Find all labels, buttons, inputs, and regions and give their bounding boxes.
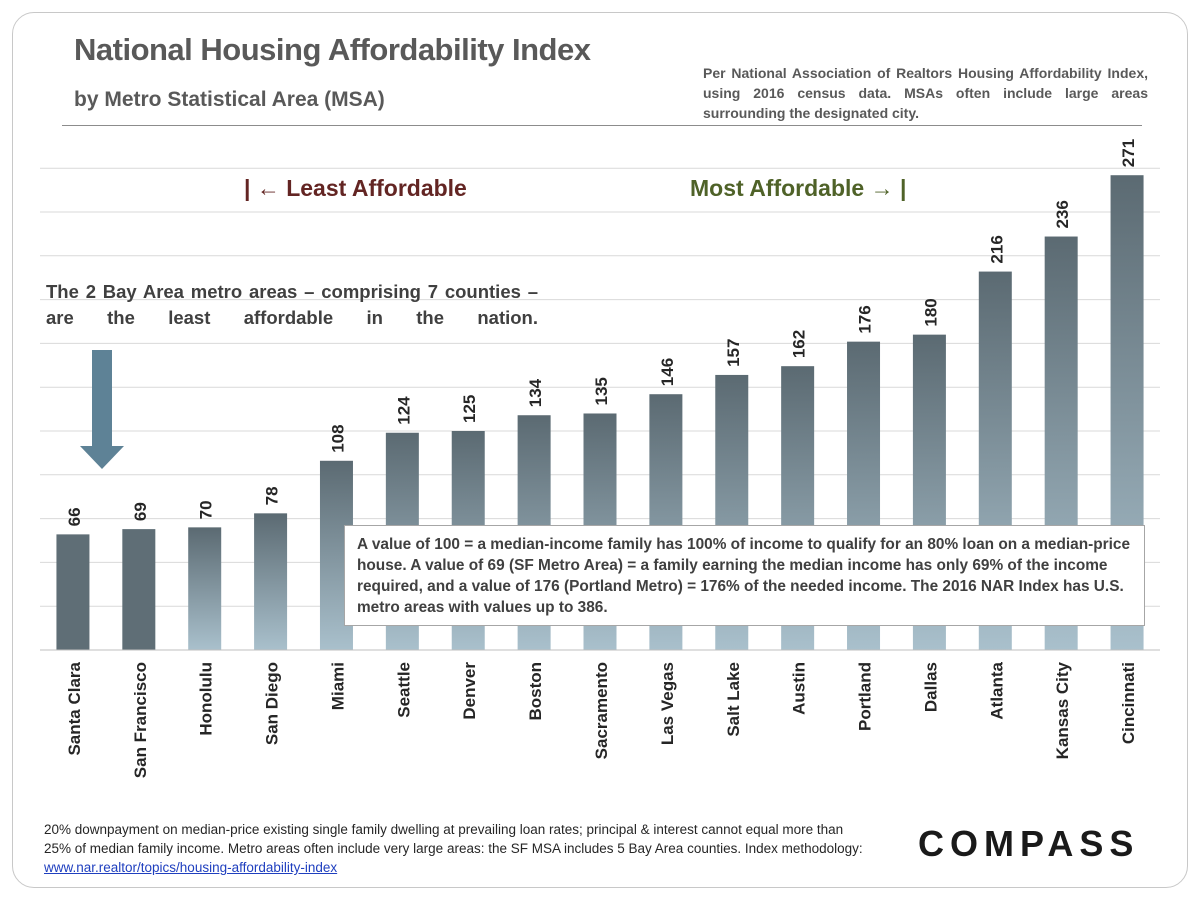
data-label: 162 (790, 330, 809, 358)
data-label: 125 (460, 395, 479, 423)
chart-title: National Housing Affordability Index (74, 32, 591, 67)
category-label: Honolulu (197, 662, 216, 736)
category-label: Sacramento (592, 662, 611, 759)
bay-area-callout: The 2 Bay Area metro areas – comprising … (46, 281, 538, 328)
most-affordable-label: Most Affordable → | (690, 175, 907, 201)
category-label: Kansas City (1053, 661, 1072, 759)
chart-subtitle: by Metro Statistical Area (MSA) (74, 88, 385, 111)
bar-san-francisco (122, 529, 156, 650)
data-label: 176 (856, 305, 875, 333)
category-label: Denver (460, 662, 479, 720)
data-label: 69 (131, 502, 150, 521)
footnote: 20% downpayment on median-price existing… (44, 820, 864, 877)
category-label: Las Vegas (658, 662, 677, 745)
data-label: 78 (263, 486, 282, 505)
data-label: 124 (394, 396, 413, 425)
category-label: Seattle (394, 662, 413, 718)
category-label: Dallas (921, 662, 940, 712)
data-label: 66 (65, 507, 84, 526)
data-label: 216 (987, 235, 1006, 263)
down-arrow-icon (80, 350, 124, 469)
data-label: 108 (328, 424, 347, 452)
data-label: 70 (197, 500, 216, 519)
data-label: 236 (1053, 200, 1072, 228)
category-label: Boston (526, 662, 545, 721)
category-label: Salt Lake (724, 662, 743, 737)
methodology-link[interactable]: www.nar.realtor/topics/housing-affordabi… (44, 860, 338, 875)
compass-logo: COMPASS (918, 823, 1140, 864)
footnote-text: 20% downpayment on median-price existing… (44, 822, 863, 856)
data-label: 134 (526, 378, 545, 407)
slide-frame (12, 12, 1188, 888)
category-label: Miami (328, 662, 347, 710)
bar-san-diego (254, 513, 288, 650)
data-label: 180 (921, 298, 940, 326)
category-label: Portland (856, 662, 875, 731)
title-divider (62, 125, 1142, 126)
data-label: 146 (658, 358, 677, 386)
source-note: Per National Association of Realtors Hou… (703, 65, 1148, 121)
data-label: 157 (724, 339, 743, 367)
category-label: San Diego (263, 662, 282, 745)
category-label: Austin (790, 662, 809, 715)
least-affordable-label: | ← Least Affordable (244, 175, 467, 201)
category-label: San Francisco (131, 662, 150, 778)
category-label: Cincinnati (1119, 662, 1138, 744)
category-label: Atlanta (987, 661, 1006, 719)
data-label: 271 (1119, 139, 1138, 167)
bar-honolulu (188, 527, 222, 650)
category-label: Santa Clara (65, 661, 84, 755)
data-label: 135 (592, 377, 611, 405)
explanation-box: A value of 100 = a median-income family … (344, 525, 1145, 626)
bar-santa-clara (56, 534, 90, 650)
